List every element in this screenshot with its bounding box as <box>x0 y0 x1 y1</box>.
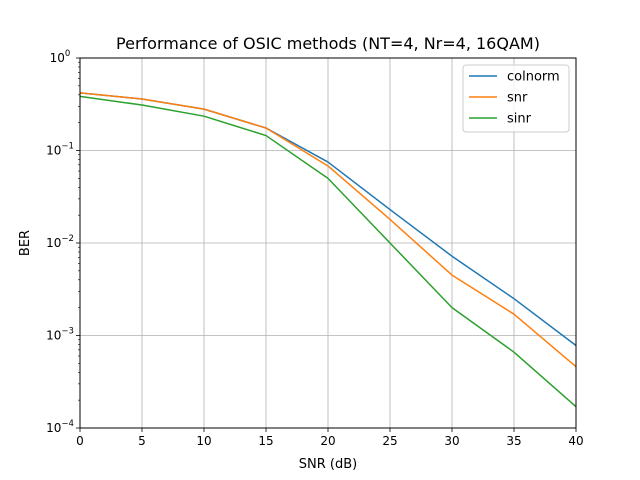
y-tick-label: 10−2 <box>46 234 74 250</box>
x-tick-label: 20 <box>320 434 335 448</box>
legend-label-sinr: sinr <box>507 112 532 127</box>
x-tick-label: 25 <box>382 434 397 448</box>
legend-label-colnorm: colnorm <box>507 70 560 85</box>
y-tick-label: 10−3 <box>46 327 74 343</box>
x-tick-label: 35 <box>506 434 521 448</box>
chart-title: Performance of OSIC methods (NT=4, Nr=4,… <box>116 34 540 53</box>
legend: colnorm snr sinr <box>462 64 570 133</box>
y-axis-label: BER <box>18 230 33 256</box>
x-tick-label: 0 <box>76 434 84 448</box>
x-tick-label: 5 <box>138 434 146 448</box>
y-tick-label: 10−1 <box>46 142 74 158</box>
grid-lines <box>79 57 577 429</box>
x-axis-label: SNR (dB) <box>299 457 357 472</box>
y-tick-label: 100 <box>50 49 71 65</box>
series-line-snr <box>79 92 577 368</box>
x-tick-label: 10 <box>196 434 211 448</box>
legend-label-snr: snr <box>507 91 528 106</box>
x-tick-label: 15 <box>258 434 273 448</box>
legend-frame <box>462 64 570 133</box>
x-tick-label: 40 <box>568 434 583 448</box>
axis-ticks: 0 5 10 15 20 25 30 35 40 10−4 10−3 10−2 10−1 100 <box>46 49 584 448</box>
x-tick-label: 30 <box>444 434 459 448</box>
series-line-sinr <box>79 95 577 408</box>
y-tick-label: 10−4 <box>46 419 74 435</box>
data-series <box>79 92 577 408</box>
